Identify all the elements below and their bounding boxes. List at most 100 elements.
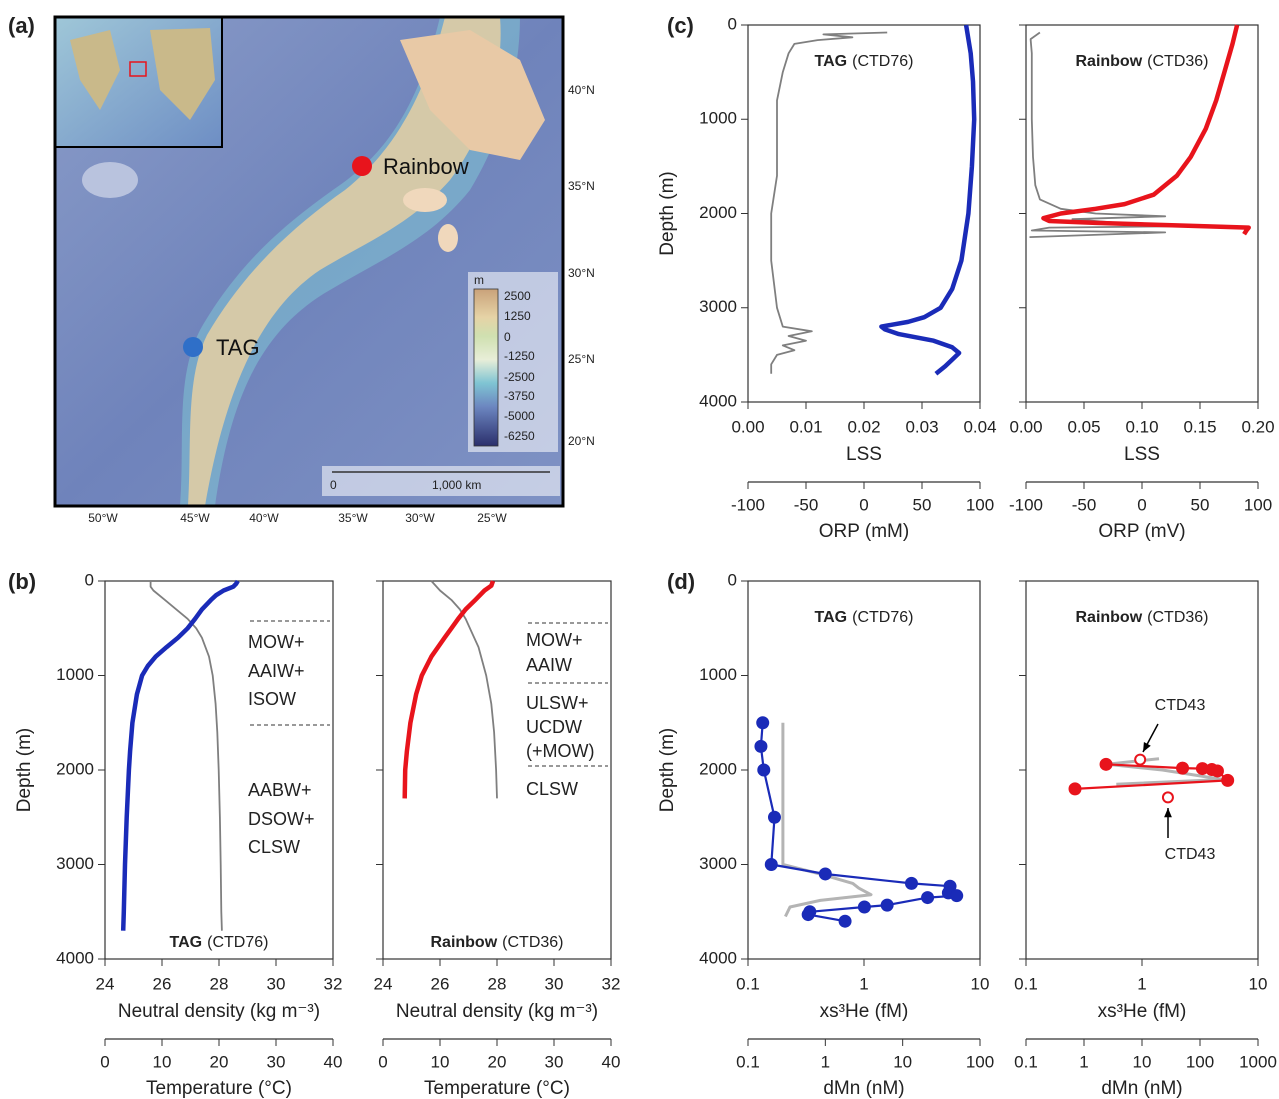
profile-line: [402, 580, 496, 799]
x2-tick-label: 0: [1137, 495, 1146, 514]
x2-tick-label: 0: [378, 1052, 387, 1071]
x-tick-label: 0.20: [1241, 417, 1274, 436]
sample-point: [904, 876, 918, 890]
profile-line: [430, 580, 498, 799]
profile-line: [120, 579, 240, 931]
sample-point: [1134, 753, 1147, 766]
x-tick-label: 0.1: [1014, 974, 1038, 993]
y-tick-label: 2000: [699, 759, 737, 778]
inset-land: [70, 28, 215, 120]
x2-tick-label: -50: [1072, 495, 1097, 514]
x-tick-label: 32: [602, 974, 621, 993]
plateau: [400, 30, 545, 160]
x-tick-label: 0.15: [1183, 417, 1216, 436]
inset-box: [129, 61, 147, 77]
panel-label: (c): [667, 13, 694, 38]
lon-label: 30°W: [405, 511, 435, 525]
sample-point: [1210, 764, 1224, 778]
x2-tick-label: 0: [859, 495, 868, 514]
x2-axis-label: Temperature (°C): [146, 1078, 292, 1099]
x-tick-label: 0.1: [736, 974, 760, 993]
sample-point: [1068, 782, 1082, 796]
x2-tick-label: 20: [488, 1052, 507, 1071]
sample-point: [1221, 773, 1235, 787]
ridge-crest: [188, 17, 501, 506]
x2-tick-label: 30: [545, 1052, 564, 1071]
y-tick-label: 3000: [56, 854, 94, 873]
water-mass-label: AABW+: [248, 780, 312, 800]
x-axis-label: LSS: [1124, 444, 1160, 465]
title-site: TAG: [170, 934, 203, 951]
x2-tick-label: 100: [966, 1052, 994, 1071]
colorbar-label: -5000: [504, 409, 535, 423]
y-tick-label: 1000: [56, 665, 94, 684]
cast-note: CTD43: [1155, 697, 1206, 714]
y-tick-label: 3000: [699, 854, 737, 873]
site-rainbow: [352, 156, 372, 176]
x2-axis-label: ORP (mV): [1098, 521, 1185, 542]
y-axis-label: Depth (m): [14, 728, 35, 812]
title-site: Rainbow: [430, 934, 497, 951]
x-tick-label: 24: [96, 974, 115, 993]
x2-tick-label: 10: [153, 1052, 172, 1071]
x2-tick-label: 50: [913, 495, 932, 514]
sample-point: [756, 716, 770, 730]
title-site: Rainbow: [1075, 53, 1142, 70]
water-mass-label: CLSW: [526, 779, 578, 799]
x-tick-label: 1: [859, 974, 868, 993]
note-arrowhead: [1143, 742, 1151, 752]
y-tick-label: 0: [728, 570, 737, 589]
site-label: TAG: [216, 335, 260, 360]
sample-point: [1099, 757, 1113, 771]
x2-tick-label: 10: [893, 1052, 912, 1071]
x2-axis-label: ORP (mM): [819, 521, 909, 542]
island: [403, 188, 447, 212]
chart-title: TAG (CTD76): [815, 609, 914, 626]
y-tick-label: 4000: [56, 948, 94, 967]
x2-tick-label: 50: [1191, 495, 1210, 514]
sample-point: [757, 763, 771, 777]
island: [82, 162, 138, 198]
water-mass-label: ISOW: [248, 689, 296, 709]
y-tick-label: 1000: [699, 109, 737, 128]
y-tick-label: 2000: [699, 203, 737, 222]
x2-tick-label: -50: [794, 495, 819, 514]
water-mass-label: CLSW: [248, 837, 300, 857]
colorbar-label: -3750: [504, 389, 535, 403]
colorbar-label: 1250: [504, 309, 531, 323]
sample-point: [921, 891, 935, 905]
x2-tick-label: 20: [210, 1052, 229, 1071]
sample-point: [950, 889, 964, 903]
lat-label: 35°N: [568, 179, 595, 193]
x-axis-label: LSS: [846, 444, 882, 465]
lat-label: 25°N: [568, 352, 595, 366]
colorbar-label: 2500: [504, 289, 531, 303]
x2-tick-label: 1: [1079, 1052, 1088, 1071]
y-tick-label: 1000: [699, 665, 737, 684]
sample-point: [1176, 761, 1190, 775]
sample-point: [767, 810, 781, 824]
chart-title: TAG (CTD76): [170, 934, 269, 951]
x-tick-label: 0.05: [1067, 417, 1100, 436]
profile-line: [149, 581, 223, 931]
profile-line: [781, 722, 873, 918]
x-tick-label: 26: [431, 974, 450, 993]
x2-tick-label: 40: [324, 1052, 343, 1071]
title-cast: (CTD76): [207, 934, 268, 951]
cast-note: CTD43: [1165, 846, 1216, 863]
map-frame: [53, 15, 565, 508]
scale-label: 1,000 km: [432, 478, 481, 492]
lon-label: 45°W: [180, 511, 210, 525]
x-tick-label: 0.10: [1125, 417, 1158, 436]
profile-line: [879, 24, 977, 376]
x-tick-label: 1: [1137, 974, 1146, 993]
x-tick-label: 0.04: [963, 417, 996, 436]
sample-point: [754, 739, 768, 753]
profile-line: [1105, 757, 1225, 786]
x2-tick-label: 10: [431, 1052, 450, 1071]
panel-label: (d): [667, 569, 695, 594]
sample-point: [801, 908, 815, 922]
chart-title: TAG (CTD76): [815, 53, 914, 70]
